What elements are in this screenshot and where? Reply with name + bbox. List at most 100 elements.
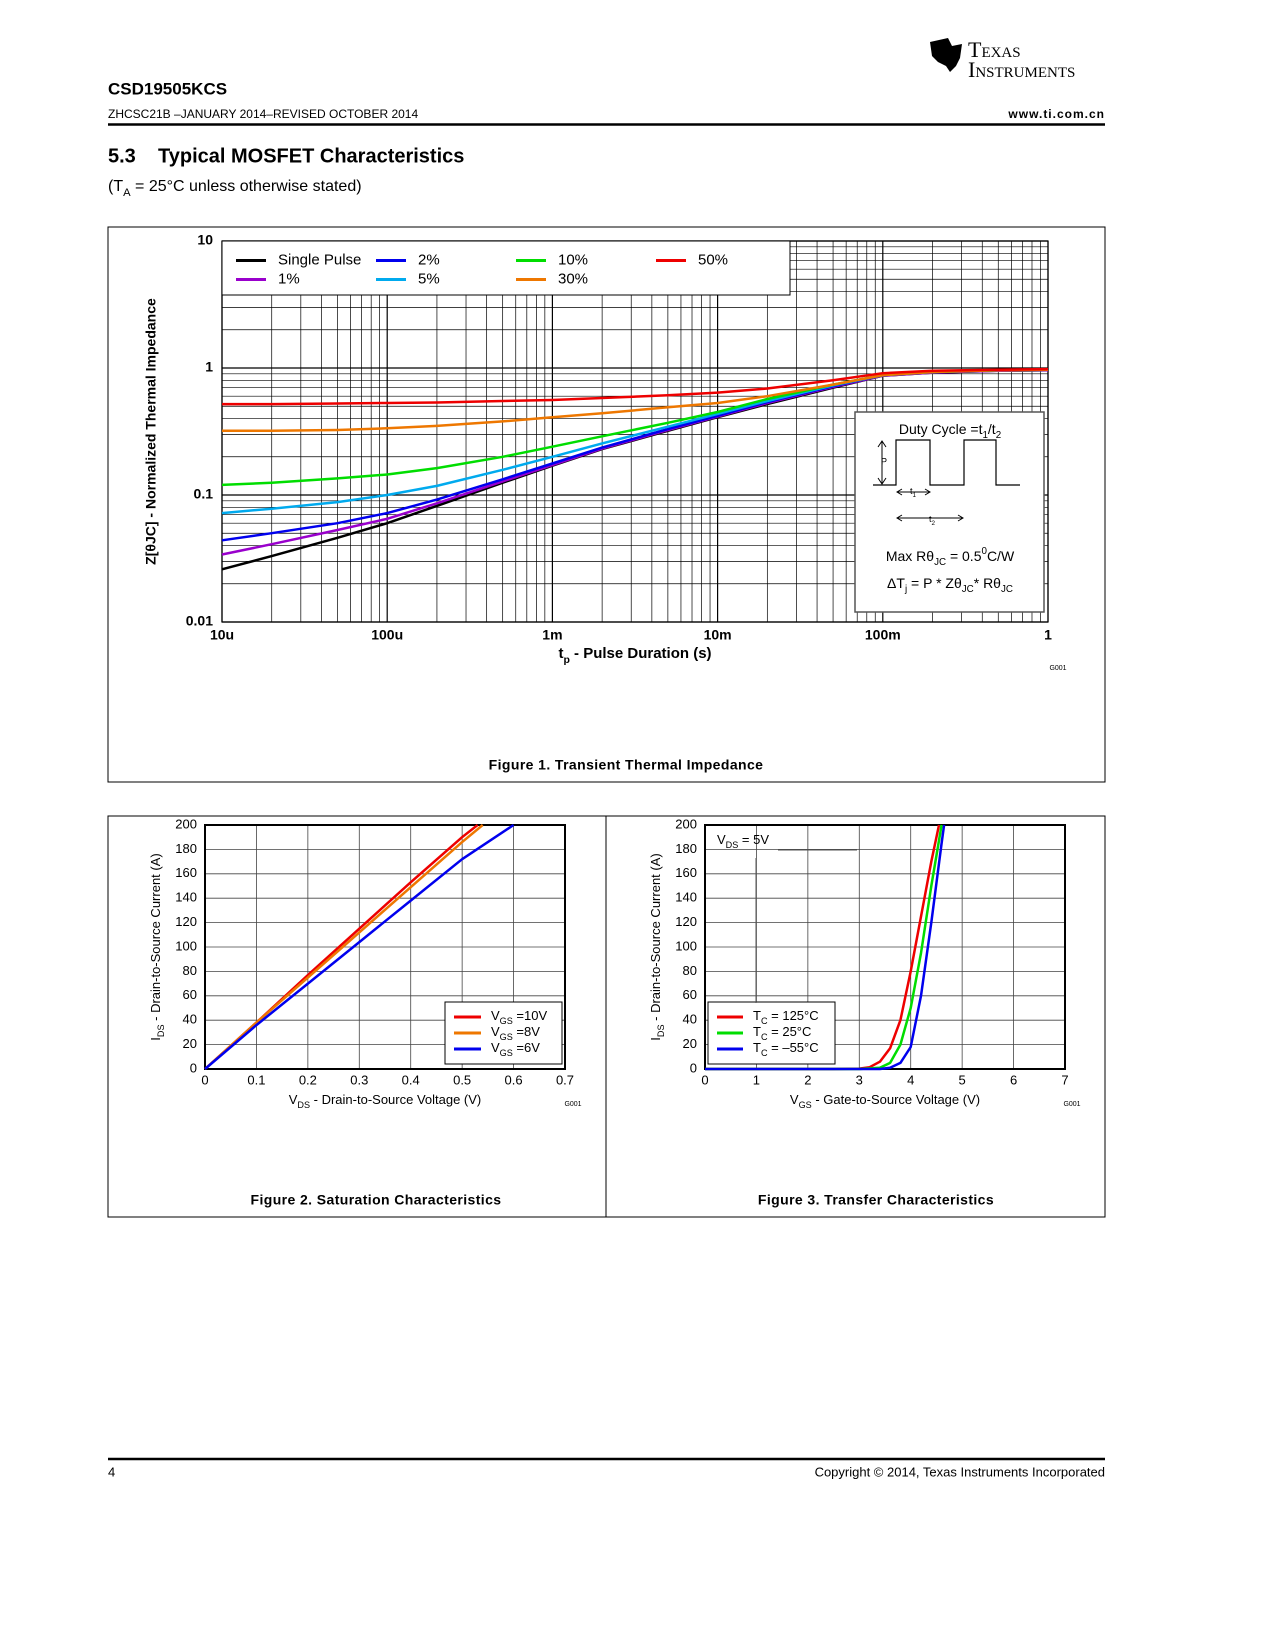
x-tick-label: 0.2: [299, 1072, 317, 1087]
legend-box: [221, 240, 791, 296]
y-tick-label: 160: [675, 865, 697, 880]
arrow: [896, 488, 931, 496]
pulse-waveform: [873, 439, 1020, 486]
x-tick-label: 10u: [210, 627, 234, 643]
figure-note: G001: [1063, 1101, 1080, 1108]
annotation: VDS = 5V: [717, 832, 769, 850]
y-axis-label: IDS - Drain-to-Source Current (A): [648, 853, 666, 1040]
text-part: t: [910, 486, 913, 496]
text-part: ΔT: [887, 575, 905, 591]
text-part: =8V: [513, 1024, 540, 1039]
y-tick-label: 20: [683, 1036, 697, 1051]
text-part: T: [753, 1024, 761, 1039]
y-tick-label: 20: [183, 1036, 197, 1051]
inset-text: Max RθJC = 0.50C/W: [886, 546, 1015, 568]
text-part: V: [790, 1092, 799, 1107]
x-tick-label: 0.1: [247, 1072, 265, 1087]
text-part: I: [148, 1037, 163, 1041]
part-number: CSD19505KCS: [108, 79, 227, 98]
text-part: * Rθ: [974, 575, 1001, 591]
text-part: = 5V: [738, 832, 769, 847]
url: www.ti.com.cn: [1007, 107, 1105, 121]
x-tick-label: 100u: [371, 627, 403, 643]
figure-note: G001: [1049, 665, 1066, 672]
y-tick-label: 120: [675, 914, 697, 929]
x-tick-label: 4: [907, 1072, 914, 1087]
x-tick-label: 0.5: [453, 1072, 471, 1087]
text-part: DS: [656, 1024, 666, 1037]
y-tick-label: 40: [683, 1012, 697, 1027]
text-part: = 25°C unless otherwise stated): [131, 178, 362, 195]
doc-number: ZHCSC21B –JANUARY 2014–REVISED OCTOBER 2…: [108, 107, 418, 121]
y-tick-label: 180: [675, 841, 697, 856]
legend-label: 50%: [698, 251, 728, 268]
duty-cycle-inset: Duty Cycle =t1/t2 P t1 t2 Max RθJC = 0.5…: [854, 411, 1045, 613]
annotation-bracket: [755, 849, 857, 1003]
section-number: 5.3: [108, 145, 136, 167]
y-tick-label: 80: [683, 963, 697, 978]
x-tick-label: 1: [1044, 627, 1052, 643]
x-tick-label: 0.3: [350, 1072, 368, 1087]
inset-text: ΔTj = P * ZθJC* RθJC: [887, 575, 1013, 595]
text-part: 2: [932, 520, 936, 527]
x-tick-label: 7: [1061, 1072, 1068, 1087]
arrow: [877, 440, 887, 485]
text-part: T: [753, 1008, 761, 1023]
x-tick-label: 100m: [865, 627, 901, 643]
y-tick-label: 0.01: [186, 613, 213, 629]
text-part: - Drain-to-Source Voltage (V): [310, 1092, 481, 1107]
text-part: GS: [799, 1100, 812, 1110]
text-part: JC: [1001, 584, 1013, 595]
text-part: 1: [982, 430, 987, 441]
y-tick-label: 100: [675, 938, 697, 953]
text-part: - Drain-to-Source Current (A): [148, 853, 163, 1024]
page-number: 4: [108, 1464, 115, 1479]
x-tick-label: 0.7: [556, 1072, 574, 1087]
text-part: GS: [500, 1016, 513, 1026]
text-part: C: [761, 1016, 768, 1026]
series-line: [222, 368, 1049, 433]
text-part: - Pulse Duration (s): [570, 645, 712, 662]
series-line: [222, 367, 1049, 406]
section-title: Typical MOSFET Characteristics: [158, 145, 464, 167]
inset-text: Duty Cycle =t1/t2: [899, 421, 1001, 441]
text-part: A: [123, 187, 131, 199]
section-note: (TA = 25°C unless otherwise stated): [108, 178, 362, 199]
text-part: V: [289, 1092, 298, 1107]
y-tick-label: 40: [183, 1012, 197, 1027]
y-axis-label: IDS - Drain-to-Source Current (A): [148, 853, 166, 1040]
inset-box: [854, 411, 1045, 613]
y-tick-label: 60: [683, 987, 697, 1002]
legend-label: Single Pulse: [278, 251, 361, 268]
logo-text: Instruments: [968, 57, 1075, 82]
text-part: = –55°C: [768, 1040, 819, 1055]
text-part: - Gate-to-Source Voltage (V): [812, 1092, 980, 1107]
y-tick-label: 160: [175, 865, 197, 880]
text-part: 2: [996, 430, 1001, 441]
y-tick-label: 140: [675, 890, 697, 905]
x-tick-label: 3: [856, 1072, 863, 1087]
text-part: (T: [108, 178, 123, 195]
y-tick-label: 180: [175, 841, 197, 856]
figure-caption: Figure 2. Saturation Characteristics: [251, 1192, 502, 1208]
legend-label: VGS =10V: [491, 1008, 547, 1026]
text-part: j: [904, 584, 907, 595]
plot-frame: [204, 824, 566, 1070]
text-part: = P * Zθ: [907, 575, 962, 591]
text-part: C: [761, 1048, 768, 1058]
text-part: C: [761, 1032, 768, 1042]
text-part: DS: [297, 1100, 310, 1110]
text-part: Max Rθ: [886, 548, 934, 564]
figure-note: G001: [564, 1101, 581, 1108]
y-tick-label: 0: [690, 1060, 697, 1075]
text-part: =10V: [513, 1008, 548, 1023]
text-part: = 25°C: [768, 1024, 812, 1039]
legend-label: 5%: [418, 270, 440, 287]
text-part: GS: [500, 1032, 513, 1042]
figure-caption: Figure 3. Transfer Characteristics: [758, 1192, 994, 1208]
legend-label: 10%: [558, 251, 588, 268]
copyright: Copyright © 2014, Texas Instruments Inco…: [815, 1464, 1105, 1479]
legend-label: 1%: [278, 270, 300, 287]
